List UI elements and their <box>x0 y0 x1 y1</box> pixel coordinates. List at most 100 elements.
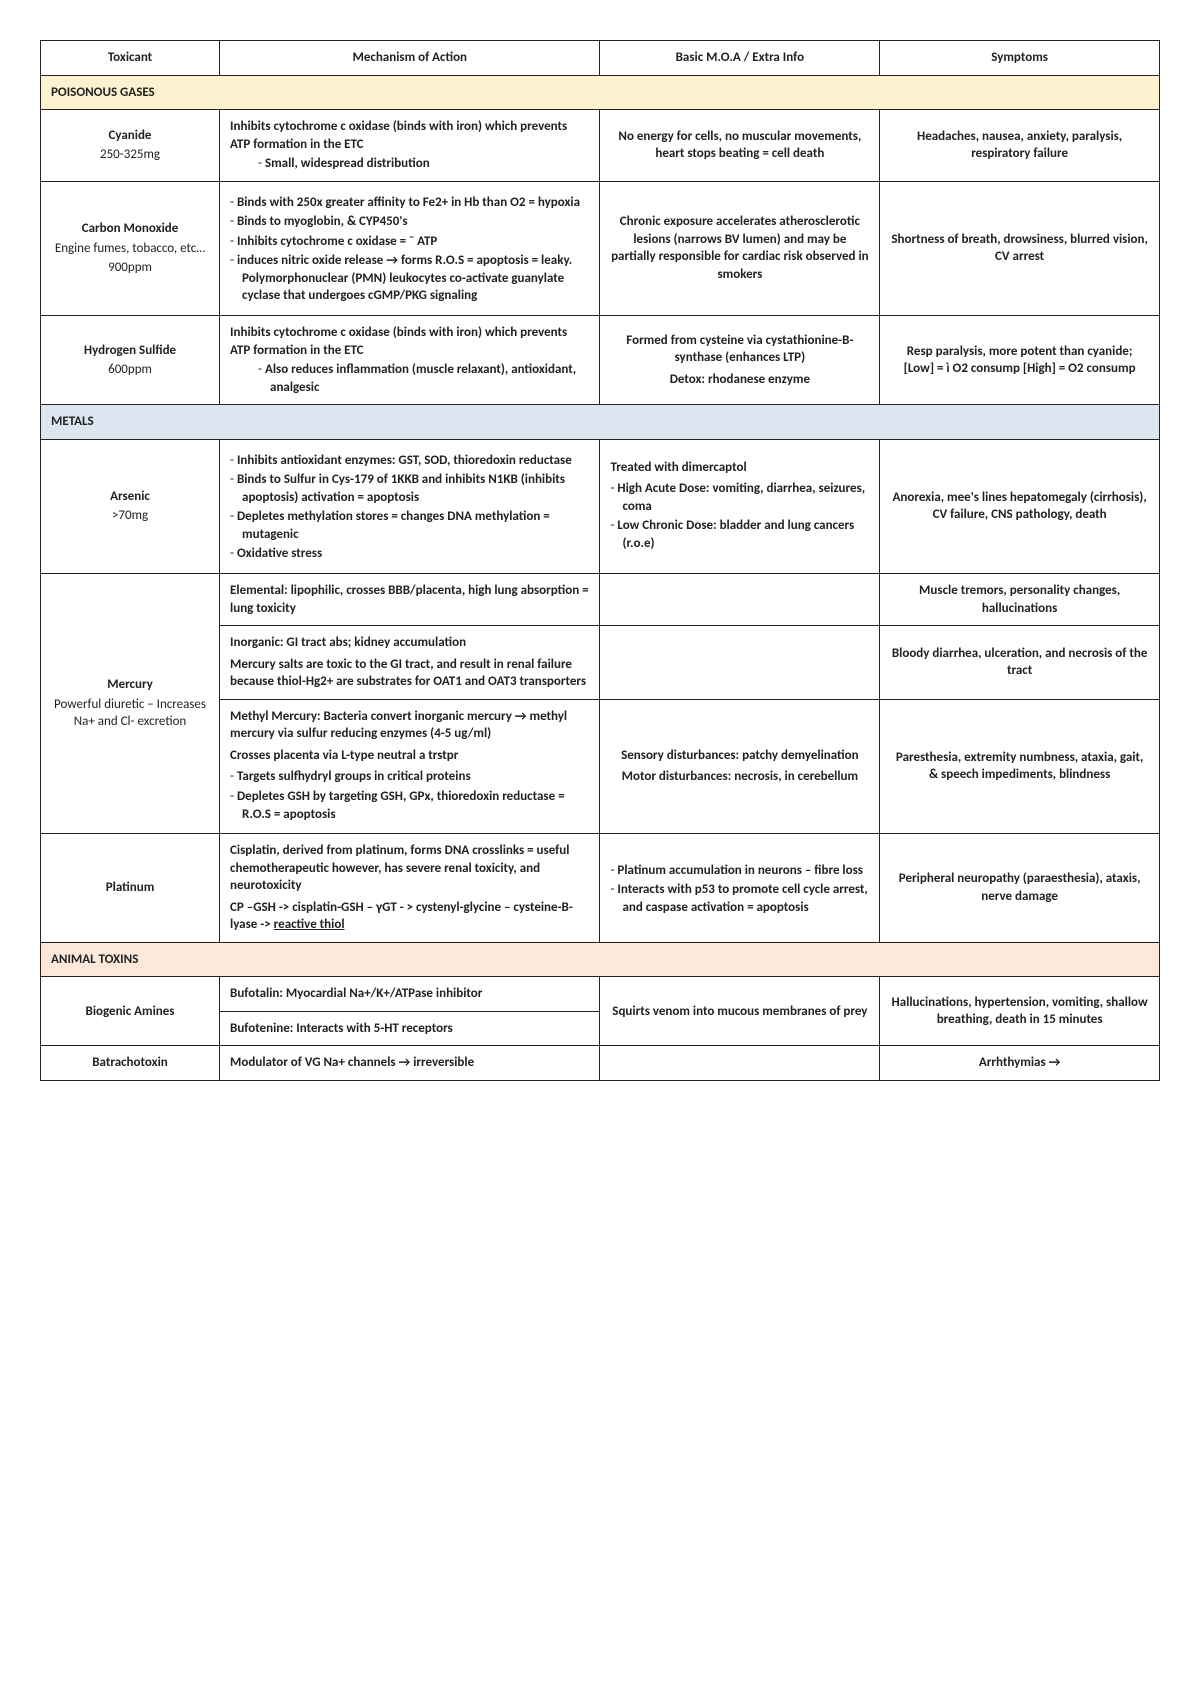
arsenic-name: Arsenic <box>110 489 150 504</box>
mercury-elemental-symptoms: Muscle tremors, personality changes, hal… <box>880 574 1160 626</box>
header-toxicant: Toxicant <box>41 41 220 76</box>
cyanide-name-cell: Cyanide 250-325mg <box>41 110 220 182</box>
platinum-extra-1: Platinum accumulation in neurons – fibre… <box>610 862 869 880</box>
mercury-methyl-lead2: Crosses placenta via L-type neutral a tr… <box>230 747 589 765</box>
row-mercury-elemental: Mercury Powerful diuretic – Increases Na… <box>41 574 1160 626</box>
amines-symptoms: Hallucinations, hypertension, vomiting, … <box>880 977 1160 1046</box>
cyanide-extra: No energy for cells, no muscular movemen… <box>600 110 880 182</box>
mercury-inorganic-symptoms: Bloody diarrhea, ulceration, and necrosi… <box>880 626 1160 700</box>
platinum-symptoms: Peripheral neuropathy (paraesthesia), at… <box>880 834 1160 943</box>
platinum-extra: Platinum accumulation in neurons – fibre… <box>600 834 880 943</box>
mercury-elemental-moa: Elemental: lipophilic, crosses BBB/place… <box>220 574 600 626</box>
row-h2s: Hydrogen Sulfide 600ppm Inhibits cytochr… <box>41 316 1160 405</box>
h2s-extra2: Detox: rhodanese enzyme <box>670 372 810 387</box>
mercury-methyl-extra2: Motor disturbances: necrosis, in cerebel… <box>622 769 859 784</box>
h2s-extra1: Formed from cysteine via cystathionine-B… <box>610 332 869 367</box>
header-moa: Mechanism of Action <box>220 41 600 76</box>
mercury-elemental-extra <box>600 574 880 626</box>
mercury-methyl-item1: Targets sulfhydryl groups in critical pr… <box>230 768 589 786</box>
arsenic-name-cell: Arsenic >70mg <box>41 439 220 573</box>
mercury-methyl-moa: Methyl Mercury: Bacteria convert inorgan… <box>220 699 600 833</box>
cyanide-moa-sub: Small, widespread distribution <box>230 155 589 173</box>
row-amines-1: Biogenic Amines Bufotalin: Myocardial Na… <box>41 977 1160 1012</box>
mercury-methyl-extra1: Sensory disturbances: patchy demyelinati… <box>610 747 869 765</box>
platinum-name-cell: Platinum <box>41 834 220 943</box>
arsenic-moa: Inhibits antioxidant enzymes: GST, SOD, … <box>220 439 600 573</box>
mercury-methyl-extra: Sensory disturbances: patchy demyelinati… <box>600 699 880 833</box>
co-moa-2: Binds to myoglobin, & CYP450's <box>230 213 589 231</box>
section-animal-label: ANIMAL TOXINS <box>41 942 1160 977</box>
mercury-methyl-lead1: Methyl Mercury: Bacteria convert inorgan… <box>230 708 589 743</box>
arsenic-symptoms: Anorexia, mee's lines hepatomegaly (cirr… <box>880 439 1160 573</box>
arsenic-moa-4: Oxidative stress <box>230 545 589 563</box>
platinum-extra-2: Interacts with p53 to promote cell cycle… <box>610 881 869 916</box>
co-moa-3: Inhibits cytochrome c oxidase = ¯ ATP <box>230 233 589 251</box>
co-sub1: Engine fumes, tobacco, etc… <box>51 240 209 258</box>
h2s-moa: Inhibits cytochrome c oxidase (binds wit… <box>220 316 600 405</box>
arsenic-extra: Treated with dimercaptol High Acute Dose… <box>600 439 880 573</box>
header-symptoms: Symptoms <box>880 41 1160 76</box>
mercury-methyl-item2: Depletes GSH by targeting GSH, GPx, thio… <box>230 788 589 823</box>
arsenic-moa-1: Inhibits antioxidant enzymes: GST, SOD, … <box>230 452 589 470</box>
mercury-inorganic-moa1: Inorganic: GI tract abs; kidney accumula… <box>230 634 589 652</box>
mercury-inorganic-moa: Inorganic: GI tract abs; kidney accumula… <box>220 626 600 700</box>
h2s-extra: Formed from cysteine via cystathionine-B… <box>600 316 880 405</box>
platinum-moa: Cisplatin, derived from platinum, forms … <box>220 834 600 943</box>
amines-bufotalin: Bufotalin: Myocardial Na+/K+/ATPase inhi… <box>220 977 600 1012</box>
h2s-sub: 600ppm <box>51 361 209 379</box>
amines-name: Biogenic Amines <box>86 1004 175 1019</box>
arsenic-moa-2: Binds to Sulfur in Cys-179 of 1KKB and i… <box>230 471 589 506</box>
h2s-name: Hydrogen Sulfide <box>84 343 176 358</box>
row-arsenic: Arsenic >70mg Inhibits antioxidant enzym… <box>41 439 1160 573</box>
co-name-cell: Carbon Monoxide Engine fumes, tobacco, e… <box>41 181 220 315</box>
header-row: Toxicant Mechanism of Action Basic M.O.A… <box>41 41 1160 76</box>
amines-name-cell: Biogenic Amines <box>41 977 220 1046</box>
co-symptoms: Shortness of breath, drowsiness, blurred… <box>880 181 1160 315</box>
co-moa-4: induces nitric oxide release → forms R.O… <box>230 252 589 305</box>
cyanide-name: Cyanide <box>109 128 152 143</box>
h2s-moa-lead: Inhibits cytochrome c oxidase (binds wit… <box>230 325 567 358</box>
batracho-moa: Modulator of VG Na+ channels → irreversi… <box>220 1046 600 1081</box>
row-cyanide: Cyanide 250-325mg Inhibits cytochrome c … <box>41 110 1160 182</box>
arsenic-moa-3: Depletes methylation stores = changes DN… <box>230 508 589 543</box>
section-animal: ANIMAL TOXINS <box>41 942 1160 977</box>
section-gases: POISONOUS GASES <box>41 75 1160 110</box>
arsenic-extra-lead: Treated with dimercaptol <box>610 459 869 477</box>
batracho-symptoms: Arrhthymias → <box>880 1046 1160 1081</box>
toxicant-table: Toxicant Mechanism of Action Basic M.O.A… <box>40 40 1160 1081</box>
platinum-name: Platinum <box>106 880 155 895</box>
batracho-name-cell: Batrachotoxin <box>41 1046 220 1081</box>
batracho-extra <box>600 1046 880 1081</box>
platinum-moa1: Cisplatin, derived from platinum, forms … <box>230 842 589 895</box>
arsenic-extra-1: High Acute Dose: vomiting, diarrhea, sei… <box>610 480 869 515</box>
platinum-moa2-u: reactive thiol <box>274 917 345 932</box>
cyanide-symptoms: Headaches, nausea, anxiety, paralysis, r… <box>880 110 1160 182</box>
h2s-name-cell: Hydrogen Sulfide 600ppm <box>41 316 220 405</box>
mercury-methyl-symptoms: Paresthesia, extremity numbness, ataxia,… <box>880 699 1160 833</box>
co-moa: Binds with 250x greater affinity to Fe2+… <box>220 181 600 315</box>
mercury-sub: Powerful diuretic – Increases Na+ and Cl… <box>51 696 209 731</box>
header-extra: Basic M.O.A / Extra Info <box>600 41 880 76</box>
row-platinum: Platinum Cisplatin, derived from platinu… <box>41 834 1160 943</box>
mercury-inorganic-moa2: Mercury salts are toxic to the GI tract,… <box>230 657 586 690</box>
section-metals: METALS <box>41 405 1160 440</box>
cyanide-moa: Inhibits cytochrome c oxidase (binds wit… <box>220 110 600 182</box>
co-extra: Chronic exposure accelerates atheroscler… <box>600 181 880 315</box>
section-metals-label: METALS <box>41 405 1160 440</box>
row-batracho: Batrachotoxin Modulator of VG Na+ channe… <box>41 1046 1160 1081</box>
cyanide-sub: 250-325mg <box>51 146 209 164</box>
arsenic-extra-2: Low Chronic Dose: bladder and lung cance… <box>610 517 869 552</box>
arsenic-sub: >70mg <box>51 507 209 525</box>
batracho-name: Batrachotoxin <box>92 1055 168 1070</box>
co-name: Carbon Monoxide <box>82 221 179 236</box>
mercury-name-cell: Mercury Powerful diuretic – Increases Na… <box>41 574 220 834</box>
mercury-name: Mercury <box>107 677 153 692</box>
cyanide-moa-lead: Inhibits cytochrome c oxidase (binds wit… <box>230 119 567 152</box>
section-gases-label: POISONOUS GASES <box>41 75 1160 110</box>
row-co: Carbon Monoxide Engine fumes, tobacco, e… <box>41 181 1160 315</box>
mercury-inorganic-extra <box>600 626 880 700</box>
h2s-moa-sub: Also reduces inflammation (muscle relaxa… <box>230 361 589 396</box>
amines-bufotenine: Bufotenine: Interacts with 5-HT receptor… <box>220 1011 600 1046</box>
h2s-symptoms: Resp paralysis, more potent than cyanide… <box>880 316 1160 405</box>
co-moa-1: Binds with 250x greater affinity to Fe2+… <box>230 194 589 212</box>
